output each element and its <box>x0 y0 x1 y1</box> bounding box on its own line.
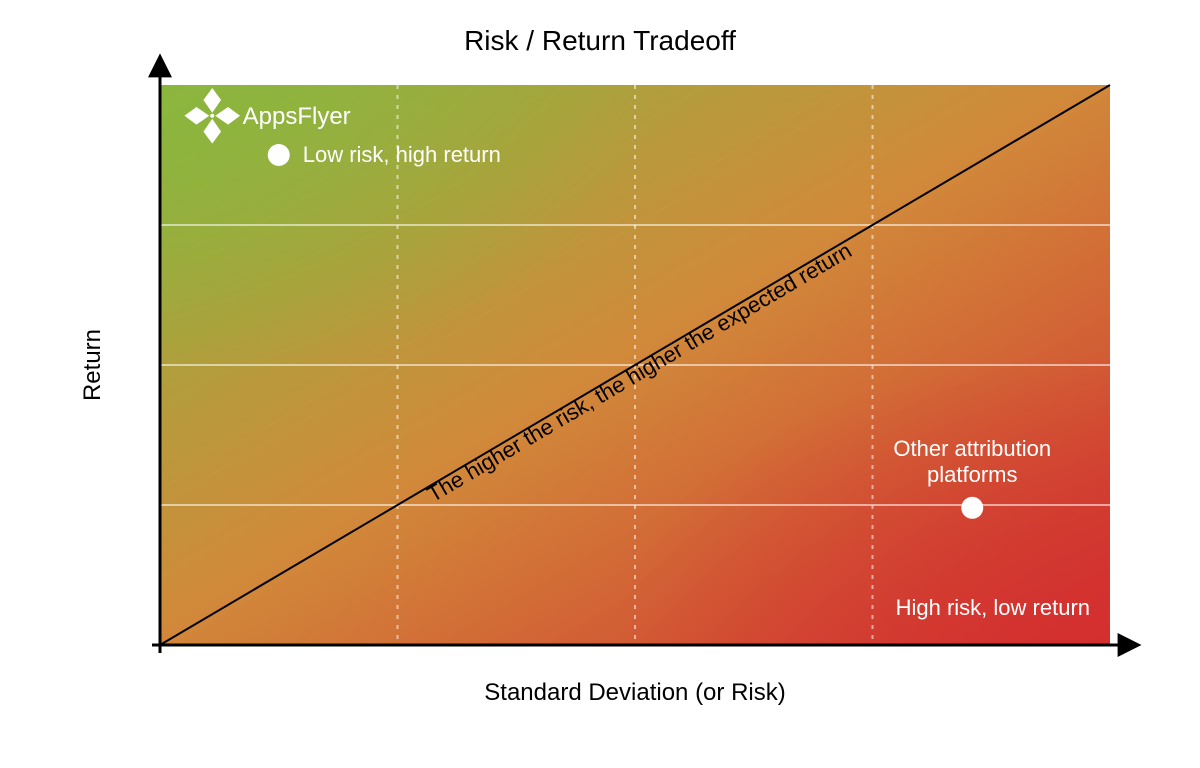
point-other <box>961 497 983 519</box>
point-other-label-above-2: platforms <box>927 462 1017 487</box>
point-other-label: High risk, low return <box>896 595 1090 620</box>
chart-title: Risk / Return Tradeoff <box>464 25 736 56</box>
risk-return-chart: Risk / Return Tradeoff The higher the ri… <box>0 0 1200 768</box>
appsflyer-wordmark: AppsFlyer <box>243 103 351 130</box>
y-axis-label: Return <box>79 329 106 401</box>
x-axis-label: Standard Deviation (or Risk) <box>484 679 785 706</box>
plot-area: The higher the risk, the higher the expe… <box>160 85 1110 645</box>
chart-container: Risk / Return Tradeoff The higher the ri… <box>0 0 1200 768</box>
point-other-label-above-1: Other attribution <box>893 436 1051 461</box>
point-appsflyer <box>268 144 290 166</box>
point-appsflyer-label: Low risk, high return <box>303 142 501 167</box>
